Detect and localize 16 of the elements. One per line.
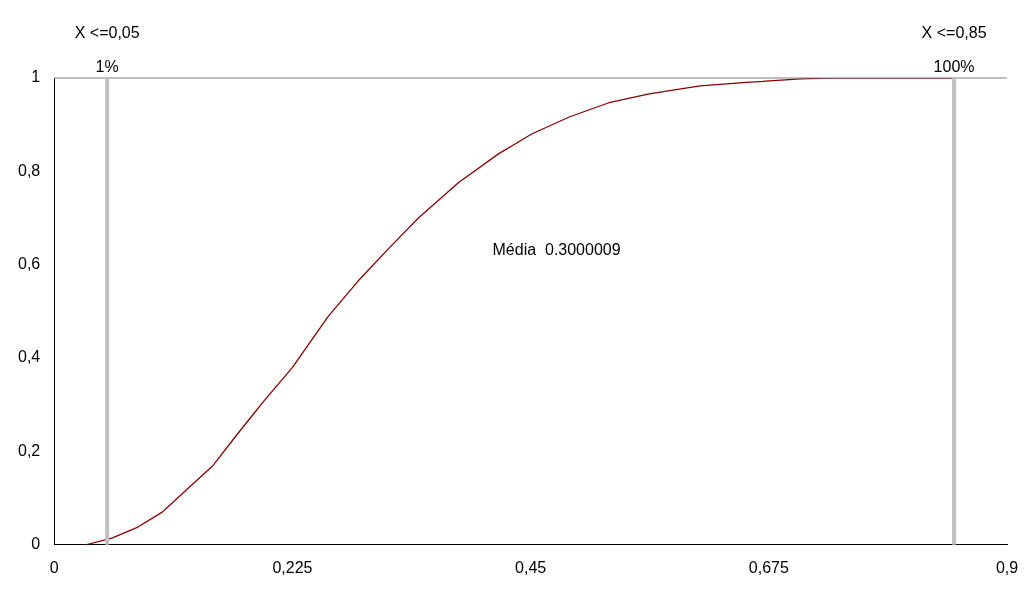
x-tick-label: 0,45 (515, 558, 547, 576)
y-tick-label: 1 (31, 68, 41, 86)
annotation: 100% (933, 58, 975, 76)
ref-line-label: X <=0,05 (74, 24, 140, 42)
annotation: Média 0.3000009 (492, 241, 621, 259)
y-tick-label: 0,8 (17, 161, 41, 179)
y-tick-label: 0,2 (17, 441, 41, 459)
x-tick-label: 0,9 (995, 558, 1019, 576)
y-tick-label: 0 (31, 535, 41, 553)
y-tick-label: 0,4 (17, 348, 41, 366)
y-tick-label: 0,6 (17, 255, 41, 273)
x-tick-label: 0,225 (272, 558, 313, 576)
ref-line-label: X <=0,85 (921, 24, 987, 42)
x-tick-label: 0 (49, 558, 59, 576)
annotation: 1% (95, 58, 119, 76)
x-tick-label: 0,675 (748, 558, 789, 576)
